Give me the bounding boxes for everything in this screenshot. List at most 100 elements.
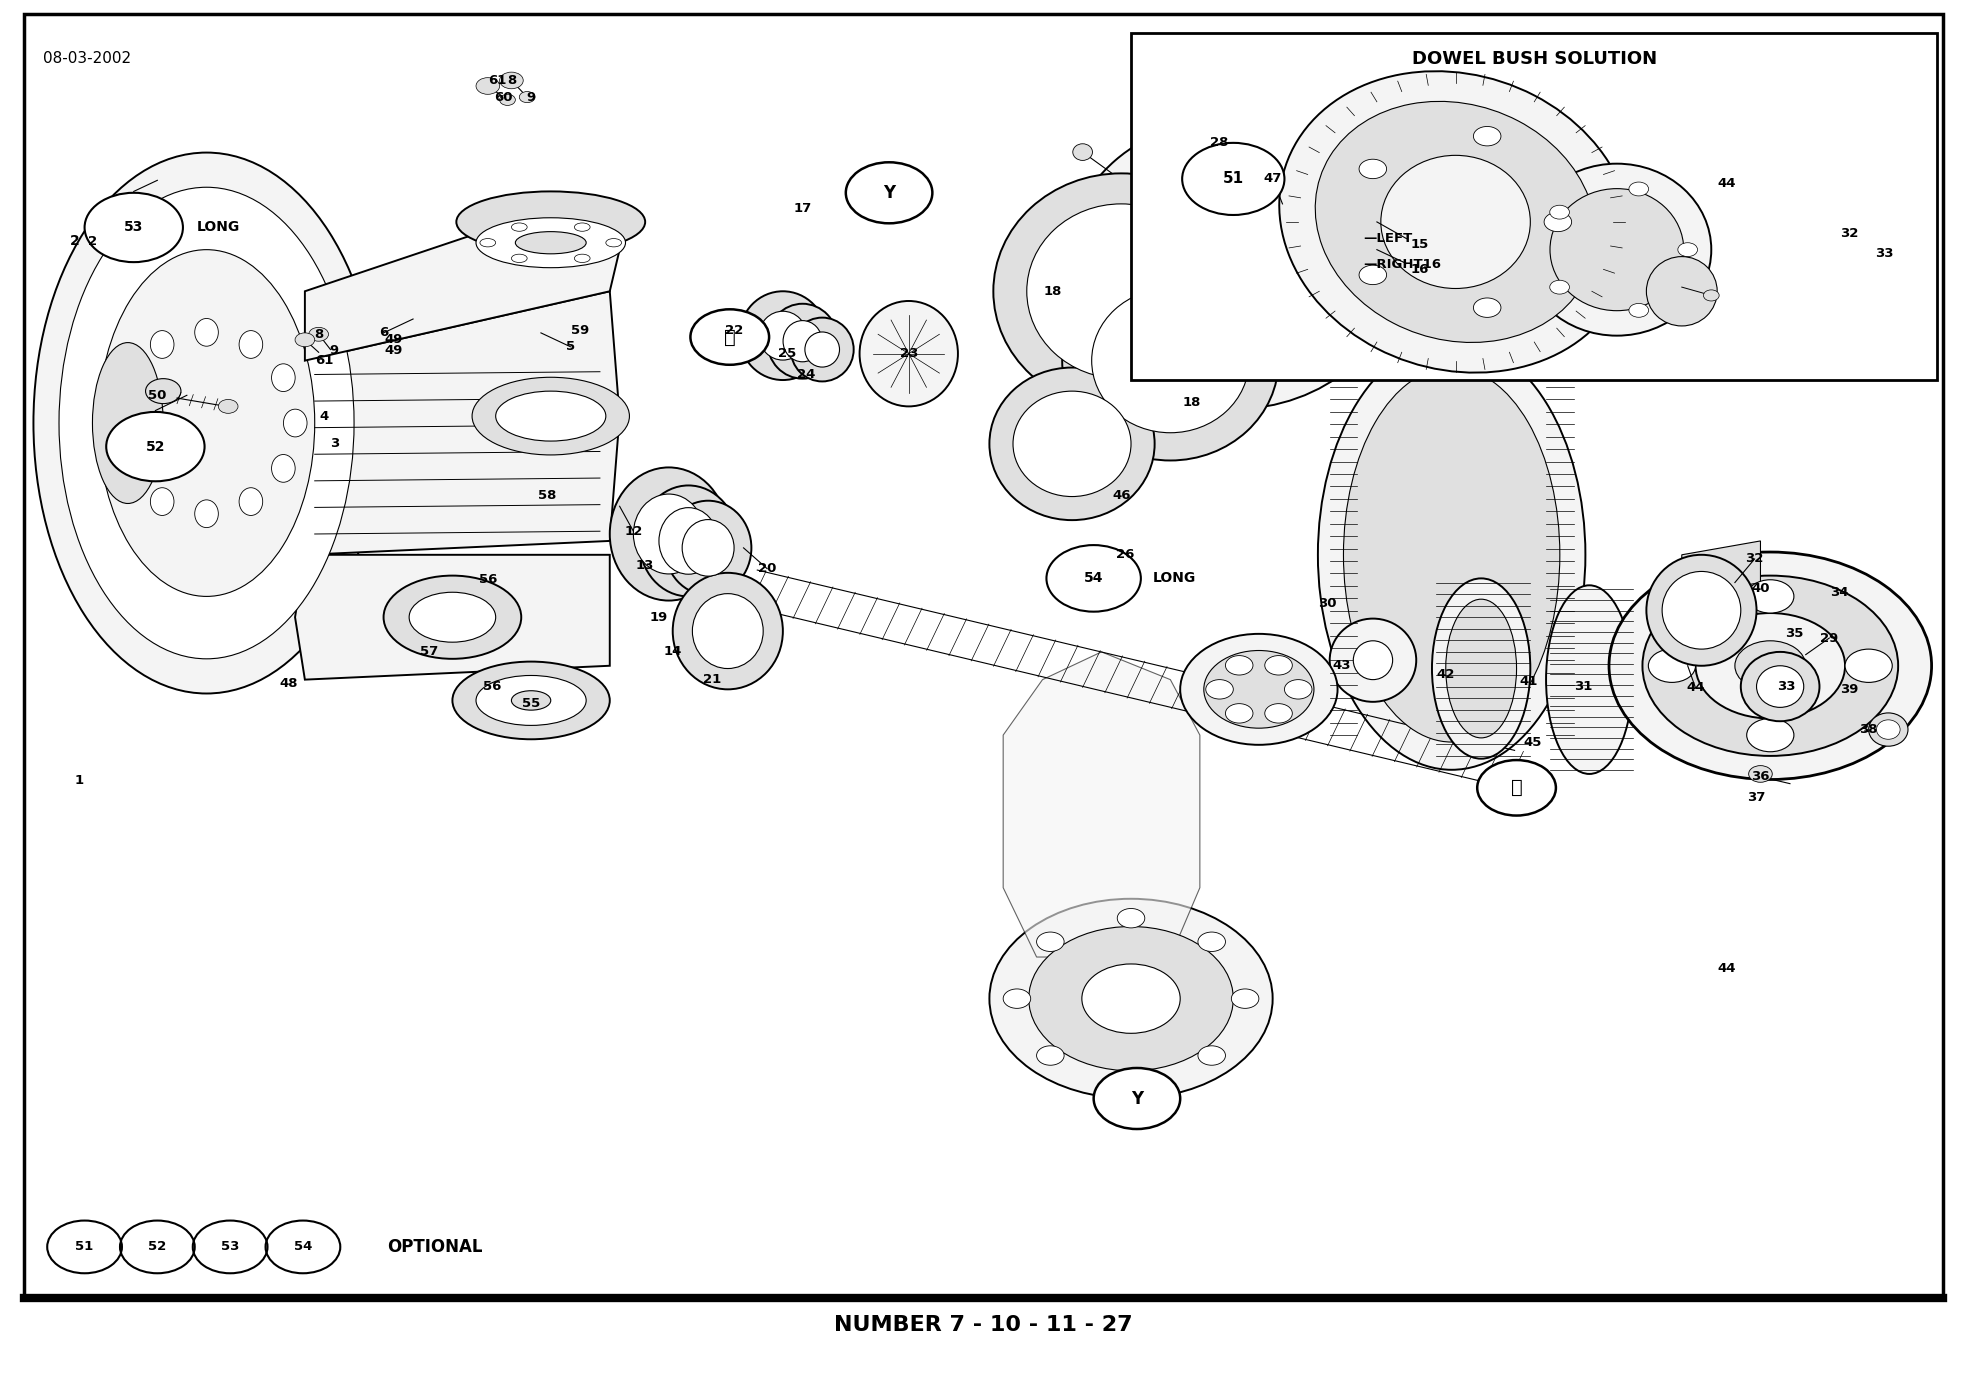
Text: 16: 16 <box>1410 262 1430 276</box>
Ellipse shape <box>1432 578 1530 759</box>
Circle shape <box>1735 641 1806 691</box>
Ellipse shape <box>106 409 130 437</box>
Text: 39: 39 <box>1839 682 1859 696</box>
Circle shape <box>1629 182 1648 196</box>
Text: 22: 22 <box>724 323 744 337</box>
Ellipse shape <box>452 662 610 739</box>
Text: 8: 8 <box>507 74 515 87</box>
Circle shape <box>1845 649 1892 682</box>
Text: OPTIONAL: OPTIONAL <box>387 1239 484 1255</box>
Text: 57: 57 <box>419 645 439 659</box>
Text: 49: 49 <box>384 344 403 358</box>
Circle shape <box>1225 656 1253 675</box>
Circle shape <box>1198 932 1225 951</box>
Text: 54: 54 <box>1084 571 1103 585</box>
Text: 55: 55 <box>521 696 541 710</box>
Text: 6: 6 <box>380 326 387 340</box>
Text: 56: 56 <box>482 680 502 694</box>
Ellipse shape <box>240 330 264 358</box>
Ellipse shape <box>1275 337 1306 365</box>
Circle shape <box>1477 760 1556 816</box>
Text: 46: 46 <box>1111 488 1131 502</box>
Circle shape <box>1609 552 1932 779</box>
Ellipse shape <box>240 488 264 516</box>
Text: 53: 53 <box>220 1240 240 1254</box>
Ellipse shape <box>384 576 521 659</box>
Text: 23: 23 <box>899 347 919 361</box>
Text: 58: 58 <box>537 488 557 502</box>
Ellipse shape <box>1027 204 1216 379</box>
Text: 53: 53 <box>124 221 144 234</box>
Ellipse shape <box>1381 155 1530 288</box>
Ellipse shape <box>1332 250 1363 277</box>
Text: 9: 9 <box>527 90 535 104</box>
Text: 33: 33 <box>1875 247 1894 261</box>
Ellipse shape <box>33 153 380 694</box>
Ellipse shape <box>673 573 783 689</box>
Circle shape <box>500 72 523 89</box>
Ellipse shape <box>1522 164 1711 336</box>
Text: 40: 40 <box>1751 581 1770 595</box>
Circle shape <box>1231 989 1259 1008</box>
Ellipse shape <box>989 368 1155 520</box>
Ellipse shape <box>1161 162 1192 190</box>
Ellipse shape <box>1100 146 1367 381</box>
Circle shape <box>1265 703 1292 723</box>
Circle shape <box>1359 265 1387 284</box>
Circle shape <box>1359 160 1387 179</box>
Text: 13: 13 <box>635 559 655 573</box>
Polygon shape <box>1682 541 1760 596</box>
Text: Y: Y <box>1131 1090 1143 1107</box>
Ellipse shape <box>480 239 496 247</box>
Circle shape <box>1082 964 1180 1033</box>
Circle shape <box>1204 651 1314 728</box>
Text: Y: Y <box>883 184 895 201</box>
Circle shape <box>1473 298 1501 318</box>
Ellipse shape <box>1257 85 1277 101</box>
Circle shape <box>295 333 315 347</box>
Text: 5: 5 <box>566 340 574 354</box>
Circle shape <box>1182 143 1284 215</box>
Ellipse shape <box>759 311 806 361</box>
Text: 52: 52 <box>146 440 165 454</box>
Ellipse shape <box>1662 571 1741 649</box>
Ellipse shape <box>511 254 527 262</box>
Text: 15: 15 <box>1410 237 1430 251</box>
Ellipse shape <box>1275 162 1306 190</box>
Text: NUMBER 7 - 10 - 11 - 27: NUMBER 7 - 10 - 11 - 27 <box>834 1315 1133 1334</box>
Text: 52: 52 <box>148 1240 167 1254</box>
Text: 18: 18 <box>1182 395 1202 409</box>
Text: 18: 18 <box>1043 284 1062 298</box>
Text: 12: 12 <box>624 524 643 538</box>
Ellipse shape <box>409 592 496 642</box>
Text: 19: 19 <box>649 610 669 624</box>
Circle shape <box>1094 1068 1180 1129</box>
Circle shape <box>1198 1046 1225 1065</box>
Text: 51: 51 <box>1223 172 1243 186</box>
Ellipse shape <box>271 363 295 391</box>
Text: Ⓧ: Ⓧ <box>1511 778 1522 798</box>
Text: 45: 45 <box>1522 735 1542 749</box>
Ellipse shape <box>1646 555 1757 666</box>
Ellipse shape <box>1550 189 1684 311</box>
Ellipse shape <box>1646 257 1717 326</box>
Ellipse shape <box>476 675 586 725</box>
Ellipse shape <box>783 320 822 362</box>
Text: 26: 26 <box>1115 548 1135 562</box>
Text: 32: 32 <box>1839 226 1859 240</box>
Circle shape <box>1284 680 1312 699</box>
Text: 61: 61 <box>315 354 334 368</box>
Ellipse shape <box>1869 713 1908 746</box>
Ellipse shape <box>1039 315 1058 331</box>
Text: 44: 44 <box>1717 961 1737 975</box>
Ellipse shape <box>610 467 728 601</box>
Text: 1: 1 <box>75 774 83 788</box>
Text: 43: 43 <box>1332 659 1351 673</box>
Text: 35: 35 <box>1784 627 1804 641</box>
Text: 49: 49 <box>384 333 403 347</box>
Ellipse shape <box>1318 340 1585 770</box>
Text: 31: 31 <box>1574 680 1593 694</box>
Circle shape <box>1265 656 1292 675</box>
Ellipse shape <box>1757 666 1804 707</box>
Circle shape <box>1703 290 1719 301</box>
